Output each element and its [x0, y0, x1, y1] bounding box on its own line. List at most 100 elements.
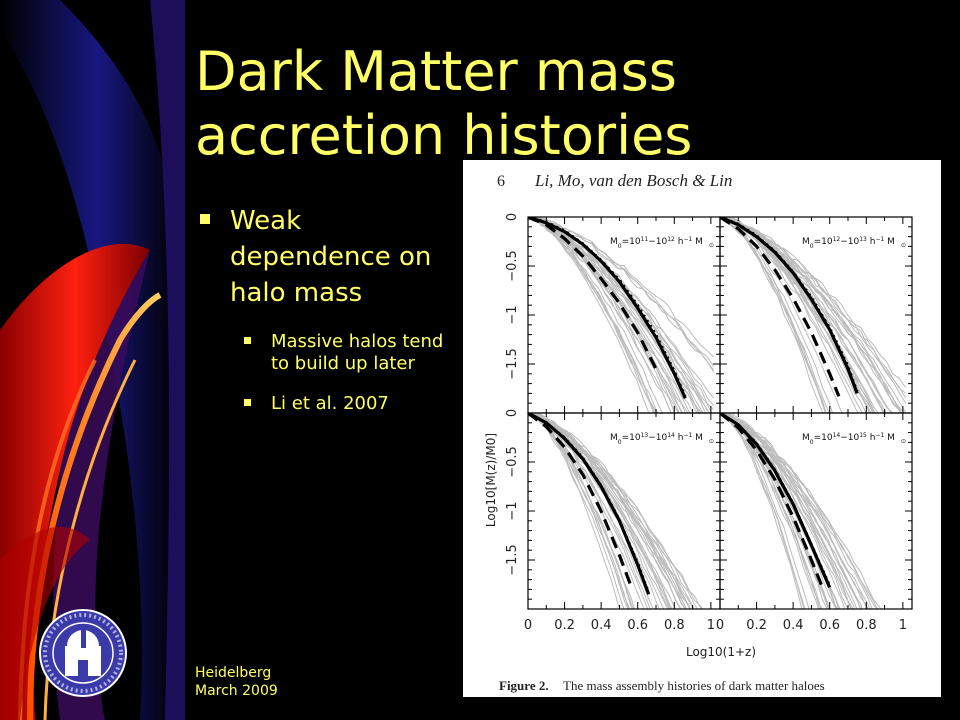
- sub-bullet-text: Li et al. 2007: [271, 393, 389, 414]
- sub-bullet-text: Massive halos tend to build up later: [271, 331, 444, 374]
- halo-history-trace: [528, 217, 658, 413]
- x-tick-label: 0.8: [664, 618, 685, 633]
- halo-history-trace: [528, 413, 688, 609]
- x-axis-label: Log10(1+z): [686, 645, 756, 659]
- halo-history-trace: [720, 217, 827, 413]
- halo-history-trace: [528, 413, 670, 609]
- x-tick-label: 0.6: [819, 618, 840, 633]
- halo-history-trace: [720, 217, 875, 413]
- panel-bottom-left: M0=1013−1014 h−1 M ⊙: [527, 412, 721, 610]
- panel-mass-label: M0=1013−1014 h−1 M: [610, 432, 703, 446]
- halo-history-trace: [528, 413, 691, 609]
- halo-history-trace: [528, 217, 714, 358]
- bullet-item: Weak dependence on halo mass: [198, 203, 450, 311]
- series-dotted: [528, 413, 650, 593]
- halo-history-trace: [528, 217, 680, 413]
- halo-history-trace: [720, 413, 858, 609]
- halo-history-trace: [720, 413, 882, 609]
- x-tick-label: 1: [899, 618, 907, 633]
- series-dashed: [528, 217, 658, 370]
- series-dashed: [720, 217, 841, 397]
- halo-history-trace: [720, 413, 840, 609]
- x-tick-label: 0.4: [783, 618, 804, 633]
- figure-header-authors: Li, Mo, van den Bosch & Lin: [534, 171, 732, 190]
- y-tick-labels: 0 −0.5 −1 −1.5 0 −0.5 −1 −1.5: [505, 213, 520, 576]
- x-tick-label: 1: [707, 618, 715, 633]
- halo-history-trace: [720, 217, 874, 413]
- svg-text:⊙: ⊙: [901, 438, 906, 445]
- svg-text:⊙: ⊙: [901, 242, 906, 249]
- halo-history-trace: [528, 217, 679, 413]
- series-dashed: [528, 413, 634, 590]
- bullet-text: Weak dependence on halo mass: [230, 206, 432, 308]
- panel-bottom-right: M0=1014−1015 h−1 M ⊙: [719, 412, 913, 610]
- series-solid: [528, 217, 687, 399]
- halo-history-trace: [720, 217, 902, 413]
- x-tick-label: 0: [524, 618, 532, 633]
- halo-history-trace: [528, 217, 686, 413]
- svg-text:⊙: ⊙: [709, 438, 714, 445]
- x-tick-label: 0.2: [554, 618, 575, 633]
- panel-mass-label: M0=1011−1012 h−1 M: [610, 236, 703, 250]
- y-tick-label: −0.5: [505, 250, 520, 282]
- y-tick-label: −1: [505, 305, 520, 324]
- halo-history-trace: [528, 415, 691, 609]
- panel-grid: M0=1011−1012 h−1 M ⊙ M0=1012−1013 h−1 M ⊙M0…: [527, 216, 913, 610]
- halo-history-trace: [720, 413, 822, 609]
- x-tick-label: 0.4: [591, 618, 612, 633]
- halo-history-trace: [720, 413, 878, 609]
- series-dashed: [720, 413, 824, 588]
- square-bullet-icon: [200, 214, 210, 224]
- halo-history-trace: [720, 217, 906, 413]
- panel-top-right: M0=1012−1013 h−1 M ⊙: [719, 216, 913, 414]
- halo-history-trace: [720, 218, 893, 413]
- halo-history-trace: [720, 217, 902, 413]
- svg-text:⊙: ⊙: [709, 242, 714, 249]
- halo-history-trace: [720, 413, 805, 609]
- halo-history-trace: [720, 217, 826, 413]
- series-solid: [720, 217, 859, 394]
- halo-history-trace: [720, 413, 854, 609]
- series-dotted: [720, 413, 831, 587]
- halo-history-trace: [528, 217, 676, 413]
- institute-seal-icon: [39, 609, 127, 697]
- caption-text: The mass assembly histories of dark matt…: [563, 678, 825, 693]
- halo-history-trace: [528, 217, 715, 367]
- halo-history-trace: [528, 218, 700, 413]
- x-tick-labels: 0 0.2 0.4 0.6 0.8 1 0 0.2 0.4 0.6 0.8 1: [524, 618, 907, 633]
- sub-bullet-item: Massive halos tend to build up later: [198, 331, 450, 375]
- y-tick-label: −1.5: [505, 348, 520, 380]
- y-tick-label: −1: [505, 501, 520, 520]
- series-dotted: [720, 217, 859, 392]
- footer-location-date: Heidelberg March 2009: [195, 664, 278, 700]
- x-tick-label: 0.2: [746, 618, 767, 633]
- y-tick-label: −0.5: [505, 446, 520, 478]
- halo-history-trace: [528, 414, 681, 609]
- halo-history-trace: [528, 414, 694, 609]
- x-tick-label: 0: [716, 618, 724, 633]
- panel-mass-label: M0=1012−1013 h−1 M: [802, 236, 895, 250]
- square-bullet-icon: [244, 399, 251, 406]
- halo-history-trace: [528, 219, 655, 413]
- halo-history-trace: [528, 413, 682, 609]
- y-tick-label: 0: [505, 213, 520, 221]
- series-dotted: [528, 217, 687, 397]
- sub-bullet-item: Li et al. 2007: [198, 393, 450, 415]
- y-axis-label: Log10[M(z)/M0]: [484, 433, 498, 527]
- halo-history-trace: [528, 414, 651, 609]
- panel-mass-label: M0=1014−1015 h−1 M: [802, 432, 895, 446]
- y-tick-label: −1.5: [505, 544, 520, 576]
- halo-history-trace: [720, 413, 856, 609]
- x-tick-label: 0.8: [856, 618, 877, 633]
- square-bullet-icon: [244, 337, 251, 344]
- y-tick-label: 0: [505, 409, 520, 417]
- halo-history-trace: [528, 217, 673, 413]
- halo-history-trace: [720, 217, 867, 413]
- bullet-list: Weak dependence on halo mass Massive hal…: [198, 203, 450, 415]
- footer-date: March 2009: [195, 683, 278, 699]
- footer-location: Heidelberg: [195, 665, 272, 681]
- paper-figure: 6 Li, Mo, van den Bosch & Lin M0=1011−10…: [463, 160, 941, 697]
- panel-top-left: M0=1011−1012 h−1 M ⊙: [527, 216, 721, 414]
- page-number: 6: [497, 173, 505, 190]
- halo-history-trace: [720, 217, 864, 413]
